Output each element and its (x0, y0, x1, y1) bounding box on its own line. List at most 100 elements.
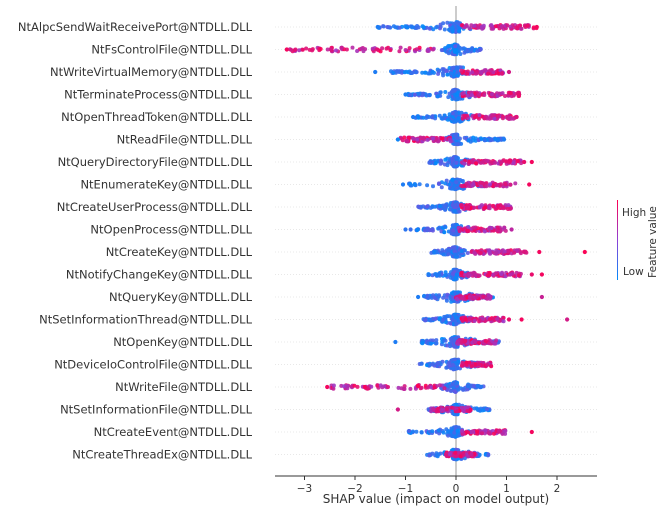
shap-point (445, 72, 450, 77)
shap-point (437, 181, 441, 186)
shap-point (444, 314, 449, 319)
shap-outlier-point (529, 429, 534, 435)
shap-point (454, 155, 459, 160)
shap-point (447, 272, 452, 277)
shap-point (486, 452, 491, 457)
shap-point (477, 341, 482, 346)
shap-point (470, 70, 475, 75)
shap-point (498, 318, 503, 322)
feature-label: NtOpenThreadToken@NTDLL.DLL (61, 110, 252, 124)
shap-point (493, 160, 497, 165)
shap-point (355, 384, 360, 389)
shap-outlier-point (501, 137, 507, 142)
shap-point (452, 209, 457, 213)
shap-point (459, 203, 464, 208)
shap-point (451, 114, 456, 119)
shap-point (466, 229, 471, 233)
shap-point (438, 158, 443, 163)
shap-point (518, 251, 523, 256)
shap-point (506, 249, 511, 254)
shap-point (459, 271, 464, 275)
shap-point (525, 23, 530, 28)
shap-point (467, 317, 472, 321)
shap-point (433, 161, 438, 166)
feature-dots (393, 335, 501, 349)
shap-point (419, 385, 424, 390)
shap-point (452, 430, 457, 435)
feature-label: NtSetInformationFile@NTDLL.DLL (60, 403, 253, 417)
shap-point (476, 25, 481, 30)
shap-point (488, 296, 492, 301)
shap-point (461, 387, 466, 392)
shap-point (403, 48, 408, 52)
shap-point (496, 137, 501, 142)
shap-point (344, 47, 349, 52)
shap-outlier-point (514, 114, 519, 120)
shap-point (451, 74, 456, 78)
shap-point (441, 73, 446, 78)
shap-point (441, 317, 446, 322)
shap-point (447, 360, 451, 365)
shap-point (469, 93, 474, 98)
shap-point (396, 385, 401, 390)
shap-point (433, 316, 438, 321)
shap-point (503, 182, 508, 186)
shap-point (451, 366, 455, 371)
shap-point (450, 362, 455, 367)
shap-point (439, 48, 444, 53)
shap-point (461, 431, 466, 436)
shap-outlier-point (529, 159, 534, 165)
shap-point (448, 452, 452, 457)
shap-point (440, 116, 445, 121)
shap-point (483, 158, 488, 163)
shap-point (460, 318, 465, 323)
feature-label: NtAlpcSendWaitReceivePort@NTDLL.DLL (18, 20, 253, 34)
shap-point (450, 177, 455, 182)
shap-point (475, 383, 480, 388)
shap-point (464, 362, 469, 367)
shap-point (487, 249, 492, 253)
shap-outlier-point (509, 227, 514, 232)
shap-point (454, 272, 459, 277)
shap-point (503, 94, 507, 98)
shap-point (415, 24, 420, 28)
shap-point (444, 298, 449, 303)
shap-point (467, 360, 472, 365)
shap-point (465, 384, 470, 389)
shap-point (450, 231, 455, 236)
shap-point (454, 50, 459, 55)
shap-point (434, 453, 439, 458)
shap-point (473, 339, 477, 344)
shap-point (463, 25, 468, 29)
shap-point (492, 431, 496, 436)
shap-point (448, 139, 453, 144)
shap-point (511, 161, 516, 166)
shap-point (472, 205, 477, 210)
shap-point (437, 225, 442, 230)
shap-point (446, 95, 451, 100)
shap-outlier-point (426, 47, 431, 52)
shap-point (388, 48, 393, 53)
shap-point (455, 136, 460, 140)
x-tick-label: 2 (554, 483, 561, 495)
colorbar: High Low Feature value (617, 200, 659, 280)
shap-point (493, 206, 498, 211)
colorbar-low-label: Low (623, 266, 644, 278)
feature-label: NtQueryDirectoryFile@NTDLL.DLL (58, 155, 253, 169)
shap-point (445, 292, 450, 297)
shap-point (471, 182, 476, 187)
shap-point (476, 362, 481, 367)
shap-point (443, 205, 448, 210)
shap-point (505, 23, 510, 28)
shap-point (451, 337, 456, 342)
shap-point (431, 47, 435, 52)
shap-point (479, 184, 483, 189)
shap-point (428, 341, 433, 346)
shap-point (460, 296, 465, 301)
shap-point (449, 291, 454, 296)
shap-point (453, 276, 458, 281)
shap-point (475, 429, 479, 434)
shap-point (472, 406, 477, 411)
shap-point (444, 407, 449, 412)
